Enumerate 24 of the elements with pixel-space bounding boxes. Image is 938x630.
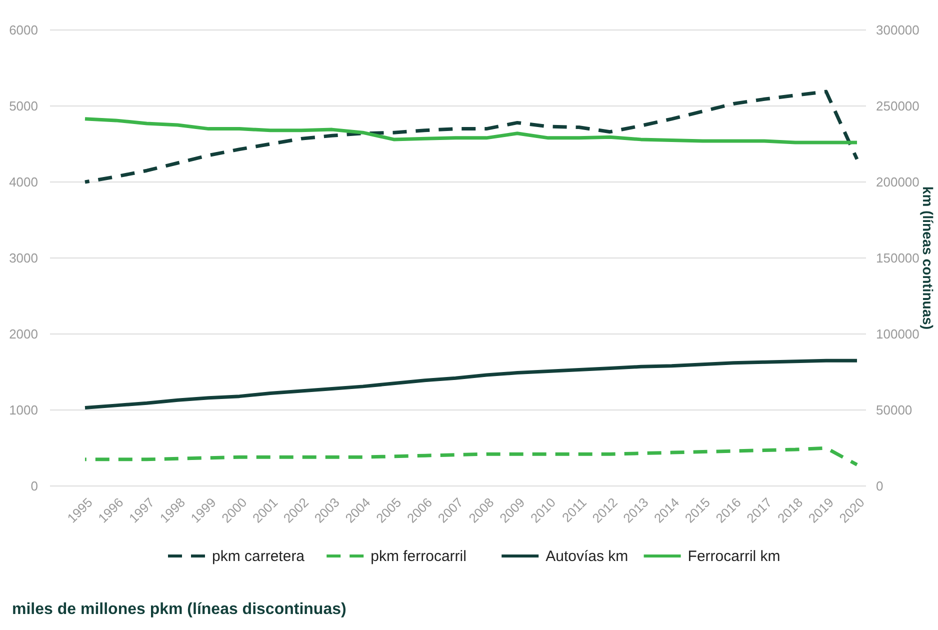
y2-tick-label: 150000 — [876, 250, 920, 266]
y-tick-label: 6000 — [9, 22, 38, 38]
y-tick-label: 5000 — [9, 98, 38, 114]
line-series — [83, 358, 859, 410]
line-series — [83, 90, 859, 184]
y-tick-label: 4000 — [9, 174, 38, 190]
y-tick-label: 0 — [30, 478, 38, 494]
legend-label: pkm ferrocarril — [370, 548, 466, 565]
y2-tick-label: 200000 — [876, 174, 920, 190]
y-tick-label: 2000 — [9, 326, 38, 342]
y2-tick-label: 300000 — [876, 22, 920, 38]
y2-tick-label: 250000 — [876, 98, 920, 114]
y-tick-label: 3000 — [9, 250, 38, 266]
legend-label: Autovías km — [546, 548, 628, 565]
y2-tick-label: 50000 — [876, 402, 912, 418]
y2-tick-label: 0 — [876, 478, 884, 494]
line-series — [83, 117, 859, 144]
y2-tick-label: 100000 — [876, 326, 920, 342]
y2-axis-title: km (líneas continuas) — [920, 186, 936, 330]
legend-label: pkm carretera — [212, 548, 306, 565]
y-tick-label: 1000 — [9, 402, 38, 418]
line-series — [83, 446, 859, 466]
y-axis-title: miles de millones pkm (líneas discontinuas) — [12, 601, 346, 618]
legend-label: Ferrocarril km — [688, 548, 780, 565]
